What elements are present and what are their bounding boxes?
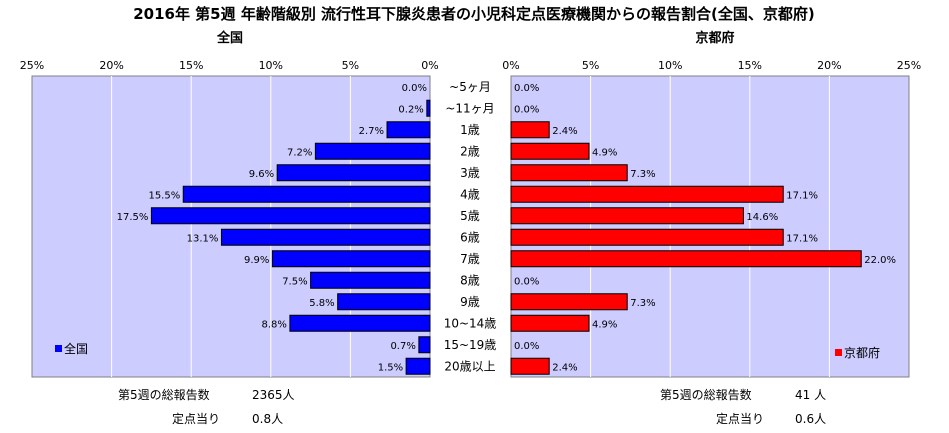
right-axis-tick-label: 10% <box>658 59 682 72</box>
right-panel-title: 京都府 <box>695 30 734 46</box>
right-bar <box>510 164 628 182</box>
category-label: 8歳 <box>460 273 480 287</box>
right-data-label: 0.0% <box>514 341 539 352</box>
footer: 第5週の総報告数 2365人 定点当り 0.8人 第5週の総報告数 41 人 定… <box>118 387 826 426</box>
right-legend-swatch <box>835 349 842 356</box>
right-bar <box>510 357 550 375</box>
right-axis-tick-label: 25% <box>897 59 921 72</box>
left-axis-tick-label: 5% <box>342 59 359 72</box>
right-legend-label: 京都府 <box>844 345 880 360</box>
right-per-site-value: 0.6人 <box>795 412 826 426</box>
right-bar <box>510 185 784 203</box>
right-plot-background <box>510 75 910 378</box>
category-label: 3歳 <box>460 166 480 180</box>
left-data-label: 15.5% <box>148 190 180 201</box>
right-bar <box>510 314 590 332</box>
left-per-site-label: 定点当り <box>172 411 220 426</box>
left-data-label: 9.6% <box>249 169 274 180</box>
left-bar <box>182 185 431 203</box>
left-per-site-value: 0.8人 <box>252 412 283 426</box>
left-data-label: 0.0% <box>402 83 427 94</box>
category-label: 6歳 <box>460 230 480 244</box>
left-axis-tick-label: 10% <box>259 59 283 72</box>
left-total-label: 第5週の総報告数 <box>118 387 210 402</box>
left-data-label: 7.2% <box>287 147 312 158</box>
left-data-label: 7.5% <box>282 276 307 287</box>
left-data-label: 2.7% <box>359 126 384 137</box>
left-bar <box>271 250 431 268</box>
left-data-label: 0.2% <box>398 104 423 115</box>
category-label: ~11ヶ月 <box>445 101 494 115</box>
category-label: 5歳 <box>460 209 480 223</box>
right-axis-tick-label: 20% <box>817 59 841 72</box>
left-total-value: 2365人 <box>252 388 295 402</box>
category-label: 4歳 <box>460 187 480 201</box>
category-label: 20歳以上 <box>444 359 495 373</box>
left-bar <box>314 142 431 160</box>
right-axis-tick-label: 5% <box>582 59 599 72</box>
right-bar <box>510 207 744 225</box>
right-bar <box>510 293 628 311</box>
left-bar <box>310 271 431 289</box>
left-bar <box>220 228 431 246</box>
right-total-value: 41 人 <box>795 388 826 402</box>
right-data-label: 2.4% <box>552 126 577 137</box>
category-label: 10~14歳 <box>444 316 497 330</box>
right-data-label: 14.6% <box>746 212 778 223</box>
right-data-label: 17.1% <box>786 233 818 244</box>
right-bar <box>510 142 590 160</box>
right-axis-tick-label: 0% <box>502 59 519 72</box>
left-data-label: 0.7% <box>390 341 415 352</box>
right-data-label: 0.0% <box>514 276 539 287</box>
left-axis-tick-label: 25% <box>20 59 44 72</box>
right-data-label: 22.0% <box>864 255 896 266</box>
right-data-label: 7.3% <box>630 298 655 309</box>
left-bar <box>418 336 431 354</box>
left-legend-swatch <box>55 345 62 352</box>
left-plot-background <box>31 75 431 378</box>
right-data-label: 0.0% <box>514 83 539 94</box>
right-data-label: 2.4% <box>552 362 577 373</box>
left-data-label: 5.8% <box>309 298 334 309</box>
category-label: 15~19歳 <box>444 338 497 352</box>
category-label: 1歳 <box>460 123 480 137</box>
category-label: ~5ヶ月 <box>449 80 491 94</box>
left-data-label: 13.1% <box>187 233 219 244</box>
chart-title: 2016年 第5週 年齢階級別 流行性耳下腺炎患者の小児科定点医療機関からの報告… <box>133 5 815 23</box>
right-total-label: 第5週の総報告数 <box>660 387 752 402</box>
left-axis-tick-label: 0% <box>421 59 438 72</box>
left-axis-tick-label: 15% <box>179 59 203 72</box>
left-bar <box>150 207 431 225</box>
left-bar <box>337 293 431 311</box>
right-bar <box>510 228 784 246</box>
right-data-label: 0.0% <box>514 104 539 115</box>
right-data-label: 17.1% <box>786 190 818 201</box>
right-data-label: 4.9% <box>592 147 617 158</box>
left-panel-title: 全国 <box>216 30 243 46</box>
left-data-label: 8.8% <box>261 319 286 330</box>
right-data-label: 4.9% <box>592 319 617 330</box>
category-label: 2歳 <box>460 144 480 158</box>
left-axis-tick-label: 20% <box>99 59 123 72</box>
right-bar <box>510 250 862 268</box>
category-label: 9歳 <box>460 295 480 309</box>
left-bar <box>426 99 431 117</box>
right-per-site-label: 定点当り <box>716 411 764 426</box>
right-data-label: 7.3% <box>630 169 655 180</box>
left-data-label: 9.9% <box>244 255 269 266</box>
category-label: 7歳 <box>460 252 480 266</box>
left-bar <box>276 164 431 182</box>
right-bar <box>510 121 550 139</box>
left-legend-label: 全国 <box>64 341 88 356</box>
left-data-label: 17.5% <box>117 212 149 223</box>
left-data-label: 1.5% <box>378 362 403 373</box>
left-bar <box>405 357 431 375</box>
left-bar <box>289 314 431 332</box>
plot-area: 0% 5% 10% 15% 20% 25% 0% 5% 10% 15% 20% 25% ~5ヶ月 0.0%… <box>20 59 921 378</box>
left-bar <box>386 121 431 139</box>
right-axis-tick-label: 15% <box>738 59 762 72</box>
